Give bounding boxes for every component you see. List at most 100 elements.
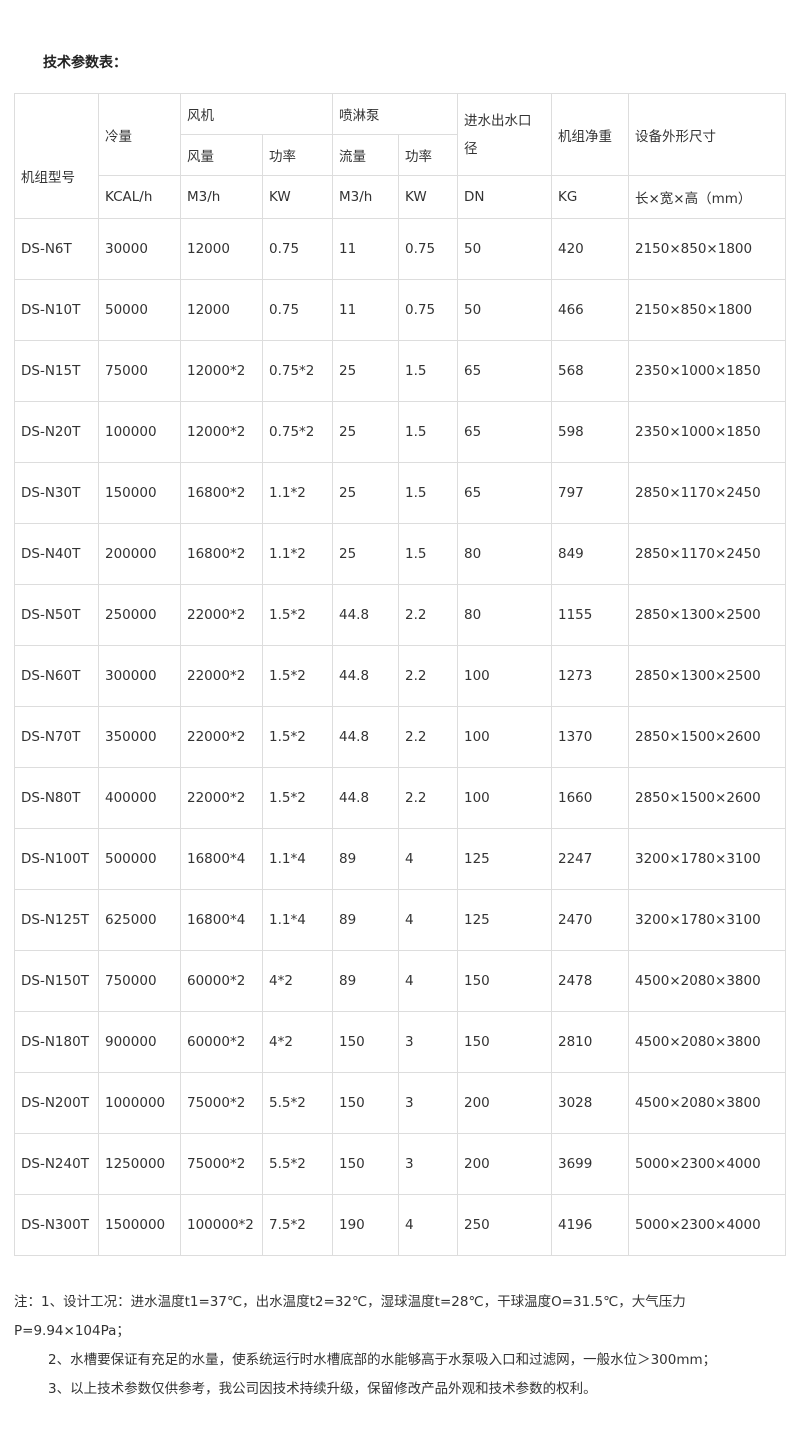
table-cell: 598: [551, 401, 629, 463]
table-cell: 797: [551, 462, 629, 524]
table-cell: DS-N30T: [14, 462, 99, 524]
table-cell: DS-N70T: [14, 706, 99, 768]
table-cell: 89: [332, 889, 399, 951]
table-cell: 75000*2: [180, 1133, 263, 1195]
table-cell: 3: [398, 1011, 458, 1073]
table-cell: 100000*2: [180, 1194, 263, 1256]
header-fan: 风机: [180, 93, 333, 135]
table-cell: 50: [457, 279, 552, 341]
table-cell: 125: [457, 828, 552, 890]
table-cell: 16800*2: [180, 523, 263, 585]
table-row: DS-N300T 1500000 100000*2 7.5*2 190 4 250 4196 5…: [14, 1194, 786, 1256]
table-cell: 75000*2: [180, 1072, 263, 1134]
note-2: 2、水槽要保证有充足的水量，使系统运行时水槽底部的水能够高于水泵吸入口和过滤网，…: [48, 1352, 717, 1368]
table-cell: DS-N180T: [14, 1011, 99, 1073]
table-row: DS-N125T 625000 16800*4 1.1*4 89 4 125 2470 3200…: [14, 889, 786, 951]
table-row: DS-N100T 500000 16800*4 1.1*4 89 4 125 2247 3200…: [14, 828, 786, 890]
table-cell: 1273: [551, 645, 629, 707]
table-cell: 0.75: [262, 218, 333, 280]
table-cell: 1.5: [398, 340, 458, 402]
table-cell: 65: [457, 462, 552, 524]
header-cooling: 冷量: [98, 93, 181, 176]
unit-cell: KG: [551, 175, 629, 219]
unit-cell: DN: [457, 175, 552, 219]
table-cell: 190: [332, 1194, 399, 1256]
table-cell: 2478: [551, 950, 629, 1012]
table-cell: 30000: [98, 218, 181, 280]
table-cell: 1.5*2: [262, 706, 333, 768]
table-cell: 44.8: [332, 645, 399, 707]
table-cell: 2470: [551, 889, 629, 951]
table-cell: 1.5*2: [262, 767, 333, 829]
table-cell: 16800*4: [180, 828, 263, 890]
table-cell: 300000: [98, 645, 181, 707]
table-cell: 22000*2: [180, 584, 263, 646]
table-cell: 4500×2080×3800: [628, 1072, 786, 1134]
unit-cell: 长×宽×高（mm）: [628, 175, 786, 219]
note-3: 3、以上技术参数仅供参考，我公司因技术持续升级，保留修改产品外观和技术参数的权利…: [48, 1381, 597, 1397]
table-row: DS-N60T 300000 22000*2 1.5*2 44.8 2.2 100 1273 2…: [14, 645, 786, 707]
table-cell: 2850×1170×2450: [628, 523, 786, 585]
table-cell: 25: [332, 462, 399, 524]
table-cell: 900000: [98, 1011, 181, 1073]
table-cell: 4*2: [262, 1011, 333, 1073]
table-row: DS-N15T 75000 12000*2 0.75*2 25 1.5 65 568 2350×…: [14, 340, 786, 402]
table-cell: 50: [457, 218, 552, 280]
table-row: DS-N10T 50000 12000 0.75 11 0.75 50 466 2150×850…: [14, 279, 786, 341]
table-cell: DS-N100T: [14, 828, 99, 890]
table-cell: 2850×1170×2450: [628, 462, 786, 524]
table-cell: 2150×850×1800: [628, 218, 786, 280]
table-cell: DS-N40T: [14, 523, 99, 585]
table-cell: 5000×2300×4000: [628, 1133, 786, 1195]
table-cell: 2350×1000×1850: [628, 340, 786, 402]
table-cell: 75000: [98, 340, 181, 402]
table-row: DS-N20T 100000 12000*2 0.75*2 25 1.5 65 598 2350…: [14, 401, 786, 463]
header-fan-air: 风量: [180, 134, 263, 176]
unit-cell: M3/h: [180, 175, 263, 219]
table-cell: 4: [398, 950, 458, 1012]
table-cell: 4196: [551, 1194, 629, 1256]
table-cell: 3200×1780×3100: [628, 889, 786, 951]
table-cell: 2850×1500×2600: [628, 706, 786, 768]
table-cell: 0.75*2: [262, 401, 333, 463]
table-row: DS-N70T 350000 22000*2 1.5*2 44.8 2.2 100 1370 2…: [14, 706, 786, 768]
table-cell: 250: [457, 1194, 552, 1256]
table-cell: 1250000: [98, 1133, 181, 1195]
table-cell: 1000000: [98, 1072, 181, 1134]
table-cell: 60000*2: [180, 1011, 263, 1073]
table-row: DS-N240T 1250000 75000*2 5.5*2 150 3 200 3699 50…: [14, 1133, 786, 1195]
table-cell: 1.5: [398, 523, 458, 585]
unit-cell: M3/h: [332, 175, 399, 219]
table-cell: DS-N300T: [14, 1194, 99, 1256]
table-cell: 3: [398, 1133, 458, 1195]
table-cell: DS-N60T: [14, 645, 99, 707]
spec-table: 机组型号 冷量 风机 喷淋泵 进水出水口径 机组净重 设备外形尺寸 风量 功率 …: [14, 93, 786, 1256]
table-cell: 22000*2: [180, 706, 263, 768]
table-cell: 12000: [180, 218, 263, 280]
table-cell: 4: [398, 828, 458, 890]
table-cell: 625000: [98, 889, 181, 951]
notes: 注：1、设计工况：进水温度t1=37℃，出水温度t2=32℃，湿球温度t=28℃…: [14, 1288, 794, 1404]
table-cell: DS-N125T: [14, 889, 99, 951]
table-cell: 22000*2: [180, 645, 263, 707]
table-cell: 5000×2300×4000: [628, 1194, 786, 1256]
unit-cell: KW: [262, 175, 333, 219]
table-cell: 11: [332, 218, 399, 280]
table-cell: 50000: [98, 279, 181, 341]
table-cell: 0.75: [398, 218, 458, 280]
table-cell: 12000*2: [180, 340, 263, 402]
table-cell: 2.2: [398, 767, 458, 829]
table-cell: 3200×1780×3100: [628, 828, 786, 890]
table-cell: 60000*2: [180, 950, 263, 1012]
table-cell: 16800*4: [180, 889, 263, 951]
table-row: DS-N6T 30000 12000 0.75 11 0.75 50 420 2150×850×…: [14, 218, 786, 280]
table-cell: 2850×1500×2600: [628, 767, 786, 829]
table-cell: 1370: [551, 706, 629, 768]
table-cell: 1.1*2: [262, 462, 333, 524]
table-cell: 2247: [551, 828, 629, 890]
header-size: 设备外形尺寸: [628, 93, 786, 176]
table-row: DS-N150T 750000 60000*2 4*2 89 4 150 2478 4500×2…: [14, 950, 786, 1012]
header-weight: 机组净重: [551, 93, 629, 176]
table-cell: 1.1*4: [262, 889, 333, 951]
table-cell: 1.5: [398, 401, 458, 463]
